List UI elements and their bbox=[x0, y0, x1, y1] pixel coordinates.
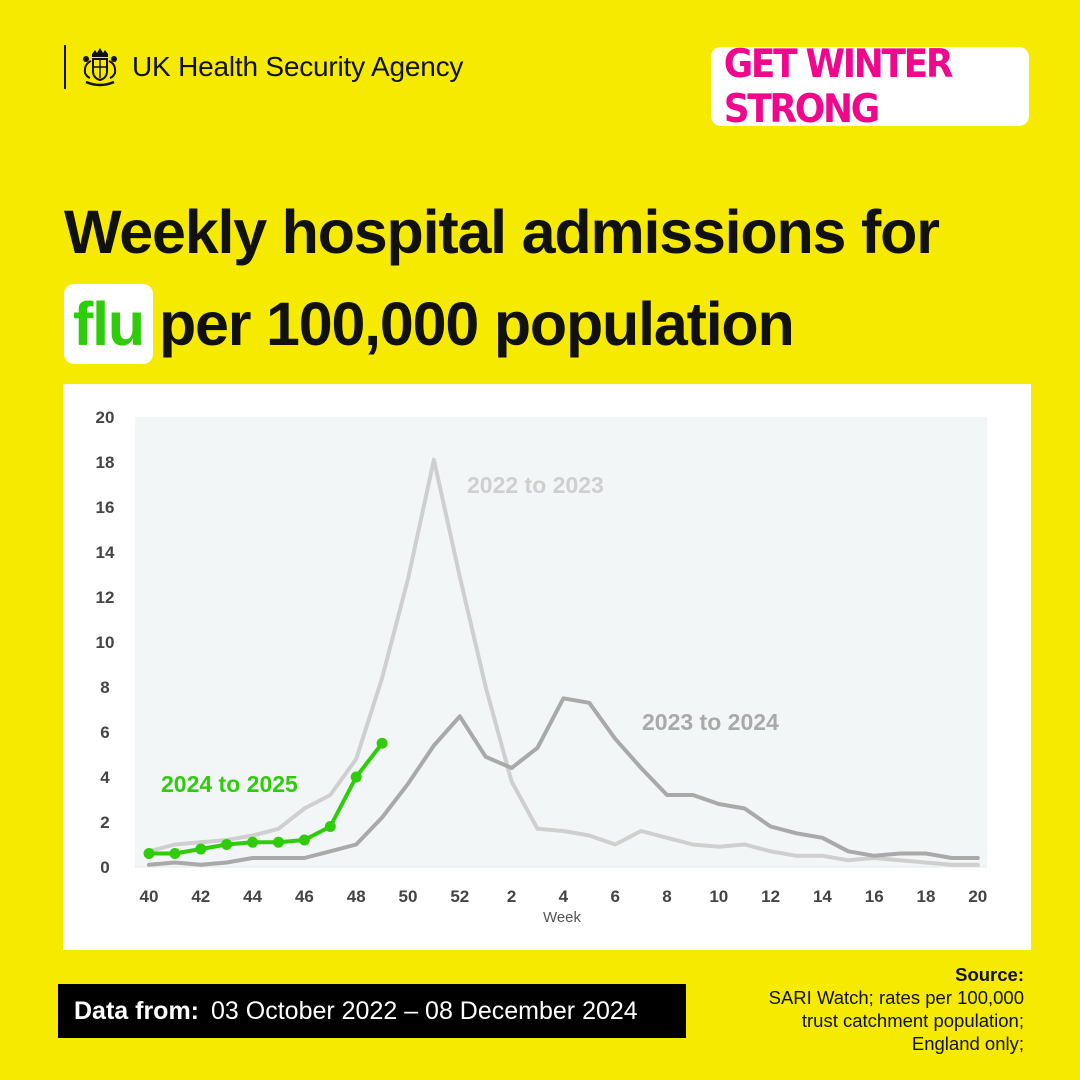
source-note: Source: SARI Watch; rates per 100,000 tr… bbox=[684, 963, 1024, 1055]
series-point-2024-25 bbox=[376, 737, 388, 749]
x-tick-label: 6 bbox=[610, 887, 619, 906]
series-label-2023-24: 2023 to 2024 bbox=[642, 709, 779, 735]
x-tick-label: 14 bbox=[813, 887, 832, 906]
y-tick-label: 8 bbox=[100, 678, 109, 697]
series-point-2024-25 bbox=[324, 821, 336, 832]
x-tick-label: 40 bbox=[140, 887, 159, 906]
series-point-2024-25 bbox=[273, 836, 284, 848]
series-label-2022-23: 2022 to 2023 bbox=[467, 472, 604, 498]
series-point-2024-25 bbox=[247, 836, 259, 848]
x-tick-label: 8 bbox=[662, 887, 671, 906]
series-line-2024-25 bbox=[147, 741, 385, 856]
y-tick-label: 12 bbox=[96, 588, 115, 607]
y-tick-label: 2 bbox=[100, 813, 109, 832]
series-layer bbox=[143, 457, 980, 867]
x-tick-label: 50 bbox=[399, 887, 418, 906]
series-line-2023-24 bbox=[147, 696, 980, 867]
campaign-text: GET WINTER STRONG bbox=[723, 41, 954, 132]
series-point-2024-25 bbox=[298, 834, 310, 846]
x-tick-label: 10 bbox=[709, 887, 728, 906]
org-name: UK Health Security Agency bbox=[132, 51, 464, 82]
org-brand: UK Health Security Agency bbox=[64, 44, 463, 90]
series-line-2022-23 bbox=[147, 457, 980, 867]
source-line-1: SARI Watch; rates per 100,000 bbox=[768, 987, 1024, 1008]
chart-card: 0 2 4 6 8 10 12 14 16 18 20 40 42 44 46 48 50 52 2 4 6 8 10 12… bbox=[63, 384, 1031, 950]
y-axis-ticks: 0 2 4 6 8 10 12 14 16 18 20 bbox=[96, 408, 115, 877]
y-tick-label: 4 bbox=[100, 768, 110, 787]
y-tick-label: 18 bbox=[96, 453, 115, 472]
title-line-1: Weekly hospital admissions for bbox=[64, 198, 940, 266]
brand-divider bbox=[64, 45, 66, 89]
y-tick-label: 10 bbox=[96, 633, 115, 652]
series-point-2024-25 bbox=[169, 848, 181, 859]
campaign-badge: GET WINTER STRONG bbox=[711, 42, 1029, 132]
y-tick-label: 20 bbox=[96, 408, 115, 427]
x-tick-label: 42 bbox=[191, 887, 210, 906]
x-tick-label: 20 bbox=[968, 887, 987, 906]
source-title: Source: bbox=[955, 964, 1024, 985]
data-period-label: Data from: bbox=[74, 996, 200, 1025]
source-line-3: England only; bbox=[911, 1033, 1024, 1054]
x-tick-label: 52 bbox=[450, 887, 469, 906]
x-tick-label: 44 bbox=[243, 887, 262, 906]
series-label-2024-25: 2024 to 2025 bbox=[161, 771, 298, 797]
title-line-2-rest: per 100,000 population bbox=[158, 290, 795, 358]
y-tick-label: 14 bbox=[96, 543, 115, 562]
x-tick-label: 12 bbox=[761, 887, 780, 906]
royal-crest-icon bbox=[83, 48, 117, 87]
data-period-box: Data from: 03 October 2022 – 08 December… bbox=[58, 984, 686, 1038]
plot-area bbox=[135, 417, 987, 867]
series-point-2024-25 bbox=[350, 771, 362, 783]
series-point-2024-25 bbox=[143, 848, 155, 859]
x-tick-label: 2 bbox=[507, 887, 516, 906]
y-tick-label: 16 bbox=[96, 498, 115, 517]
series-point-2024-25 bbox=[195, 843, 207, 855]
y-tick-label: 0 bbox=[100, 858, 109, 877]
source-line-2: trust catchment population; bbox=[801, 1010, 1024, 1031]
x-tick-label: 46 bbox=[295, 887, 314, 906]
title-highlight: flu bbox=[64, 284, 153, 364]
x-tick-label: 18 bbox=[917, 887, 936, 906]
x-tick-label: 16 bbox=[865, 887, 884, 906]
y-tick-label: 6 bbox=[100, 723, 109, 742]
page-title: Weekly hospital admissions for flu per 10… bbox=[64, 186, 1044, 370]
series-point-2024-25 bbox=[221, 839, 233, 850]
x-axis-ticks: 40 42 44 46 48 50 52 2 4 6 8 10 12 14 16 18 20 bbox=[140, 887, 988, 906]
data-period-value: 03 October 2022 – 08 December 2024 bbox=[211, 996, 638, 1025]
x-axis-label: Week bbox=[543, 909, 582, 926]
x-tick-label: 48 bbox=[347, 887, 366, 906]
x-tick-label: 4 bbox=[559, 887, 569, 906]
title-line-2: flu per 100,000 population bbox=[64, 278, 1044, 370]
